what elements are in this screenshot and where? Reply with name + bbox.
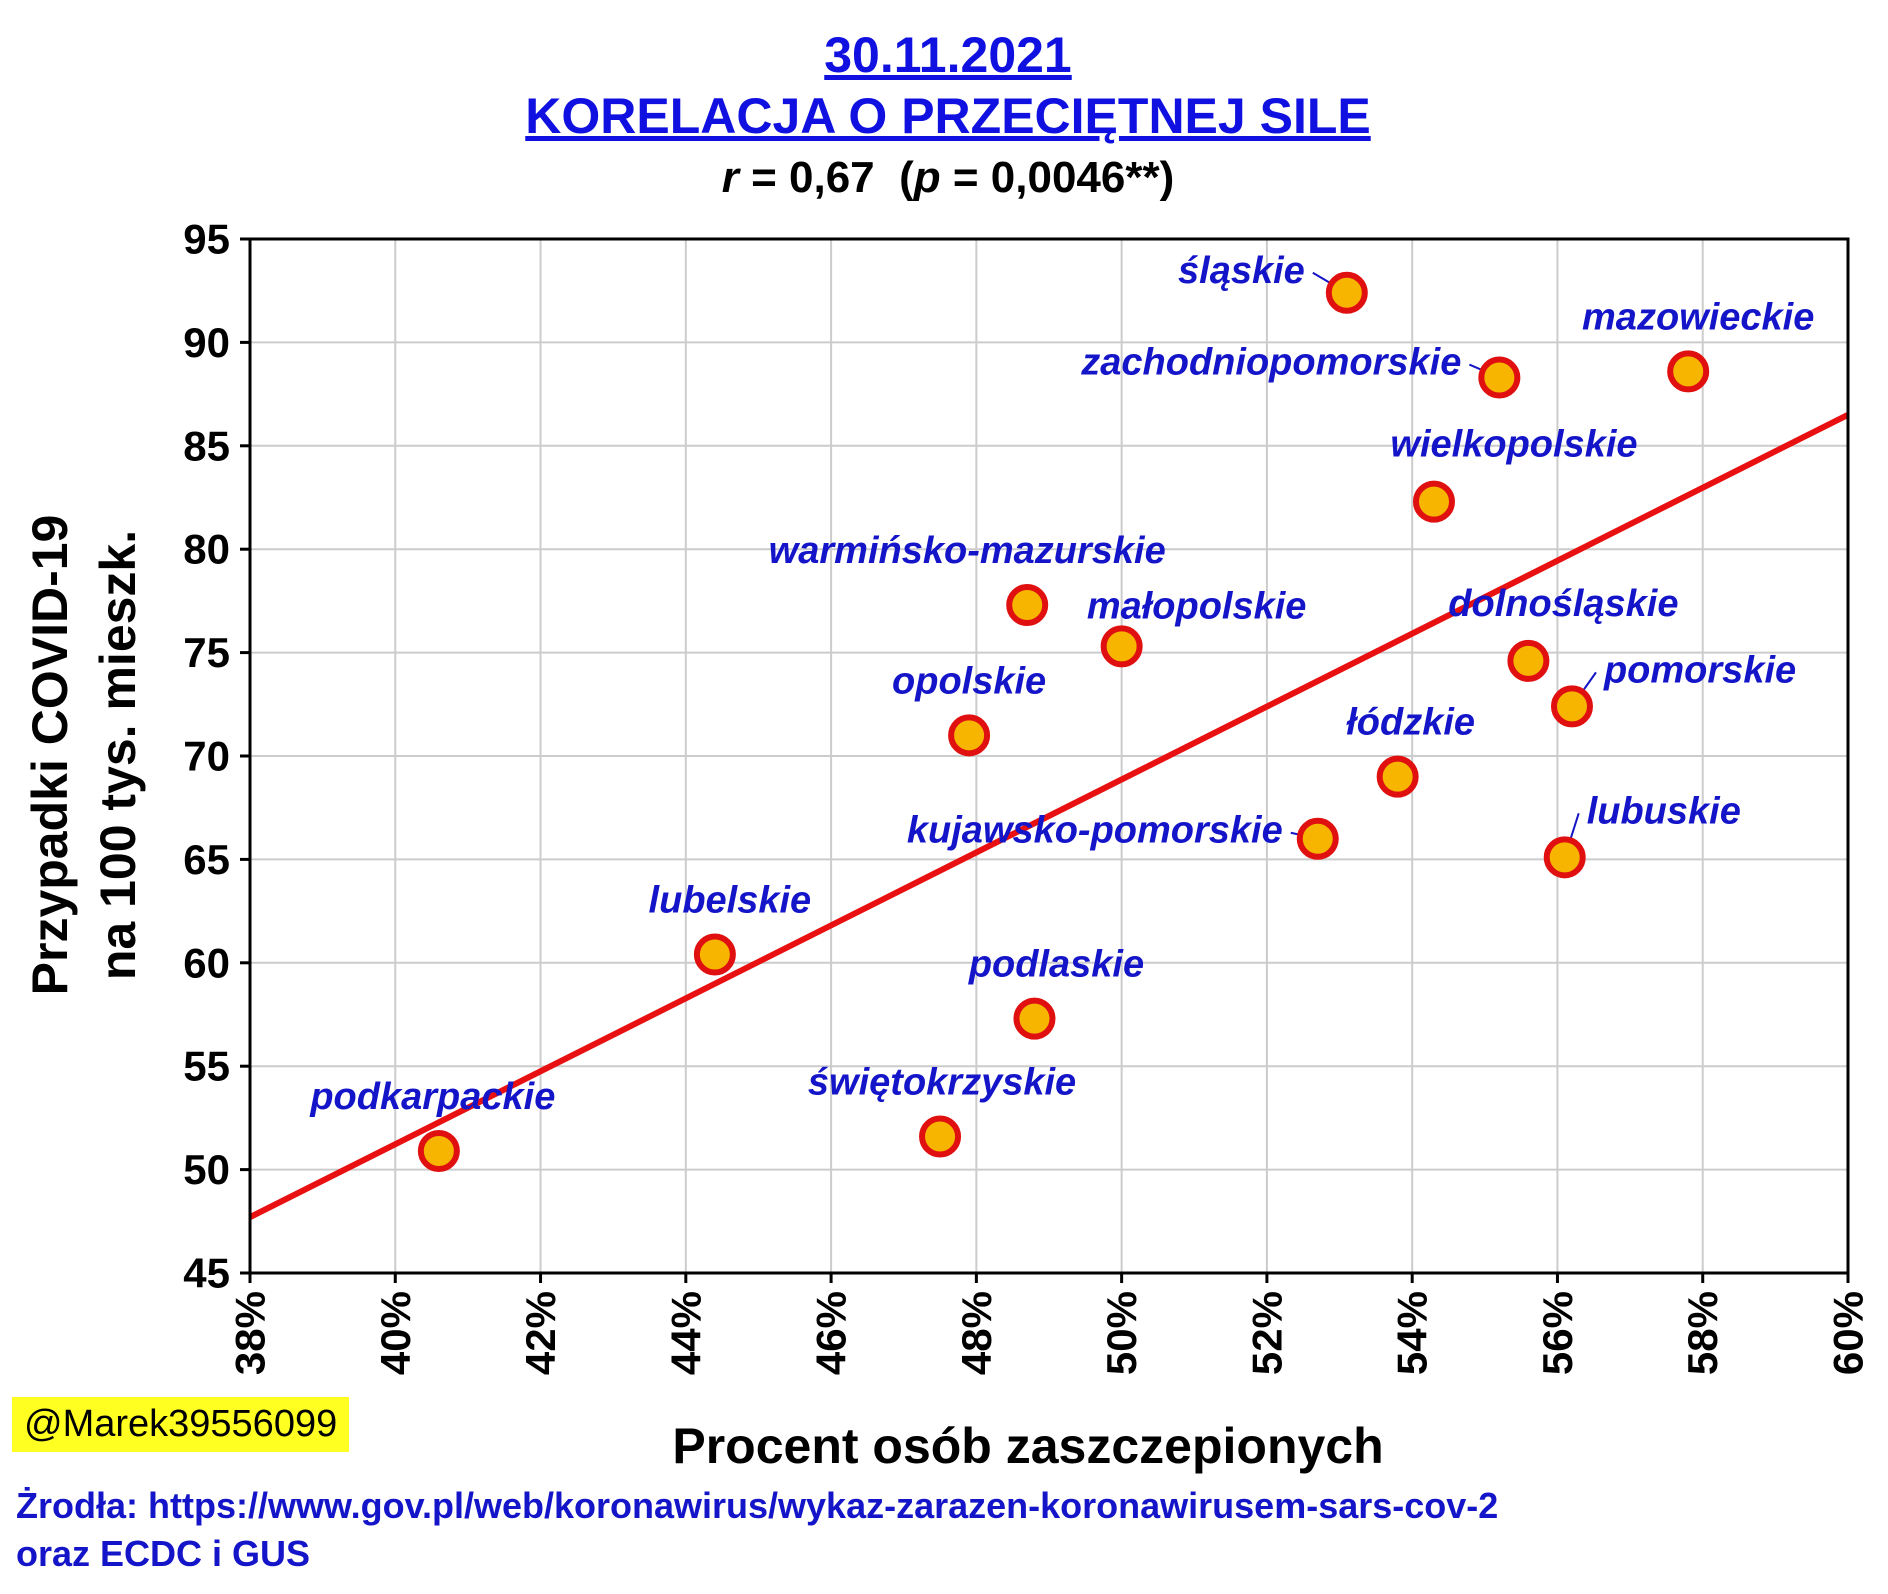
x-axis-ticks: 38% 40% 42% 44% 46% 48% 50% 52% 54% 56% 58% 60% bbox=[227, 1273, 1872, 1375]
x-tick-label: 46% bbox=[808, 1291, 855, 1375]
y-tick-label: 45 bbox=[183, 1250, 230, 1297]
data-point bbox=[1325, 271, 1368, 314]
y-tick-label: 55 bbox=[183, 1043, 230, 1090]
x-tick-label: 58% bbox=[1679, 1291, 1726, 1375]
point-label: opolskie bbox=[892, 660, 1046, 702]
x-tick-label: 42% bbox=[517, 1291, 564, 1375]
y-tick-label: 95 bbox=[183, 216, 230, 263]
point-label: lubuskie bbox=[1587, 790, 1741, 832]
plot-frame bbox=[248, 237, 1850, 1275]
y-tick-label: 70 bbox=[183, 733, 230, 780]
point-label: łódzkie bbox=[1346, 702, 1475, 744]
data-point bbox=[1543, 836, 1586, 879]
x-tick-label: 54% bbox=[1389, 1291, 1436, 1375]
r-symbol: r bbox=[722, 153, 742, 202]
point-label: pomorskie bbox=[1603, 649, 1796, 691]
y-axis-ticks: 45 50 55 60 65 70 75 80 85 90 95 bbox=[183, 216, 250, 1297]
data-point bbox=[1478, 356, 1521, 399]
point-label: lubelskie bbox=[649, 880, 812, 922]
x-tick-label: 60% bbox=[1825, 1291, 1872, 1375]
chart-title: KORELACJA O PRZECIĘTNEJ SILE bbox=[525, 88, 1370, 144]
p-symbol: p bbox=[913, 153, 941, 202]
y-tick-label: 80 bbox=[183, 526, 230, 573]
sources: Żrodła: https://www.gov.pl/web/koronawir… bbox=[16, 1482, 1498, 1578]
y-tick-label: 90 bbox=[183, 319, 230, 366]
p-value: = 0,0046**) bbox=[941, 153, 1175, 202]
point-label: dolnośląskie bbox=[1448, 583, 1678, 625]
chart-subtitle: r = 0,67 (p = 0,0046**) bbox=[722, 153, 1175, 202]
point-label: podkarpackie bbox=[309, 1076, 555, 1118]
r-value: = 0,67 ( bbox=[739, 153, 914, 202]
point-label: śląskie bbox=[1178, 250, 1305, 292]
y-tick-label: 65 bbox=[183, 836, 230, 883]
point-label: wielkopolskie bbox=[1390, 424, 1637, 466]
data-point bbox=[1376, 755, 1419, 798]
y-tick-label: 85 bbox=[183, 422, 230, 469]
regression-line bbox=[248, 412, 1850, 1220]
data-point bbox=[693, 933, 736, 976]
author-handle: @Marek39556099 bbox=[12, 1397, 350, 1452]
sources-line-1: Żrodła: https://www.gov.pl/web/koronawir… bbox=[16, 1485, 1499, 1526]
data-points: śląskie mazowieckie zachodniopomorskie wiel… bbox=[309, 250, 1814, 1172]
data-point bbox=[948, 714, 991, 757]
data-point bbox=[1507, 639, 1550, 682]
point-label: świętokrzyskie bbox=[808, 1062, 1076, 1104]
data-point bbox=[1550, 685, 1593, 728]
point-label: zachodniopomorskie bbox=[1080, 342, 1461, 384]
point-label: kujawsko-pomorskie bbox=[907, 810, 1283, 852]
data-point bbox=[1296, 817, 1339, 860]
data-point bbox=[1013, 997, 1056, 1040]
data-point bbox=[1100, 625, 1143, 668]
data-point bbox=[1006, 584, 1049, 627]
x-axis-title: Procent osób zaszczepionych bbox=[672, 1418, 1383, 1474]
x-tick-label: 38% bbox=[227, 1291, 274, 1375]
y-tick-label: 50 bbox=[183, 1146, 230, 1193]
y-tick-label: 60 bbox=[183, 939, 230, 986]
y-tick-label: 75 bbox=[183, 629, 230, 676]
data-point bbox=[1412, 480, 1455, 523]
point-label: małopolskie bbox=[1087, 585, 1307, 627]
x-tick-label: 50% bbox=[1098, 1291, 1145, 1375]
x-tick-label: 52% bbox=[1243, 1291, 1290, 1375]
y-axis-title-line2: na 100 tys. mieszk. bbox=[90, 530, 146, 980]
point-label: podlaskie bbox=[968, 944, 1144, 986]
x-tick-label: 40% bbox=[372, 1291, 419, 1375]
data-point bbox=[417, 1129, 460, 1172]
x-tick-label: 44% bbox=[662, 1291, 709, 1375]
x-tick-label: 56% bbox=[1534, 1291, 1581, 1375]
data-point bbox=[1667, 350, 1710, 393]
chart-date: 30.11.2021 bbox=[824, 27, 1072, 83]
point-label: mazowieckie bbox=[1582, 296, 1814, 338]
sources-line-2: oraz ECDC i GUS bbox=[16, 1533, 311, 1574]
x-tick-label: 48% bbox=[953, 1291, 1000, 1375]
data-point bbox=[919, 1115, 962, 1158]
y-axis-title-line1: Przypadki COVID-19 bbox=[22, 515, 78, 996]
point-label: warmińsko-mazurskie bbox=[769, 530, 1166, 572]
